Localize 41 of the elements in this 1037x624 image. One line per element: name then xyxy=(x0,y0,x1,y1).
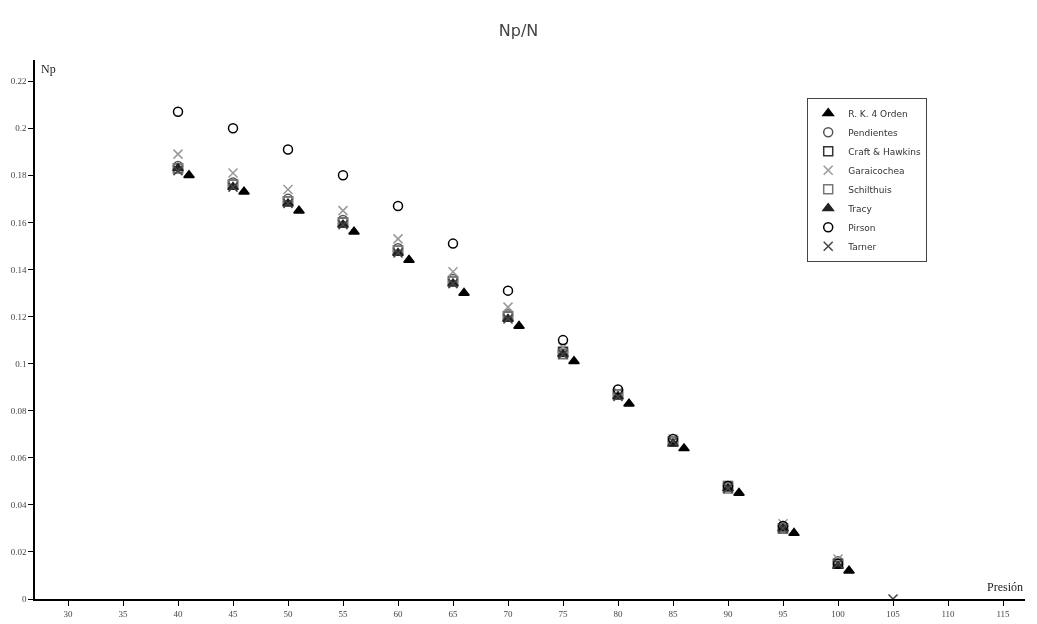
legend-label: Pendientes xyxy=(848,127,899,138)
legend-label: Tarner xyxy=(847,241,877,252)
legend-label: Pirson xyxy=(848,222,876,233)
x-tick-label: 105 xyxy=(886,608,901,619)
y-tick-label: 0.02 xyxy=(10,547,27,558)
x-tick-label: 35 xyxy=(118,608,128,619)
legend-label: Tracy xyxy=(847,203,873,214)
y-tick-label: 0.04 xyxy=(10,500,27,510)
chart-title: Np/N xyxy=(498,21,539,41)
y-axis-title: Np xyxy=(41,62,56,76)
x-tick-label: 30 xyxy=(63,608,73,619)
x-tick-label: 40 xyxy=(173,608,183,619)
x-tick-label: 85 xyxy=(668,608,678,619)
legend-label: R. K. 4 Orden xyxy=(848,108,908,119)
x-tick-label: 95 xyxy=(778,608,788,619)
y-tick-label: 0.14 xyxy=(10,264,27,275)
y-tick-label: 0.1 xyxy=(15,358,27,369)
x-tick-label: 45 xyxy=(228,608,238,619)
x-tick-label: 90 xyxy=(723,608,733,619)
x-tick-label: 55 xyxy=(338,608,348,619)
x-tick-label: 65 xyxy=(448,608,458,619)
y-tick-label: 0.06 xyxy=(10,452,27,463)
y-tick-label: 0.18 xyxy=(10,170,27,181)
legend-label: Schilthuis xyxy=(848,184,892,195)
legend-label: Garaicochea xyxy=(848,165,905,176)
y-tick-label: 0.22 xyxy=(10,76,27,87)
x-tick-label: 100 xyxy=(831,608,846,619)
x-axis-title: Presión xyxy=(987,580,1023,594)
y-tick-label: 0.08 xyxy=(10,405,27,416)
x-tick-label: 80 xyxy=(613,608,623,619)
x-tick-label: 50 xyxy=(283,608,293,619)
x-tick-label: 60 xyxy=(393,608,403,619)
y-tick-label: 0 xyxy=(21,594,27,605)
x-tick-label: 70 xyxy=(503,608,513,619)
y-tick-label: 0.2 xyxy=(15,123,27,134)
legend-label: Craft & Hawkins xyxy=(848,146,922,157)
x-tick-label: 75 xyxy=(558,608,568,619)
y-tick-label: 0.16 xyxy=(10,217,27,228)
x-tick-label: 115 xyxy=(996,608,1011,619)
x-tick-label: 110 xyxy=(941,608,956,619)
y-tick-label: 0.12 xyxy=(10,311,27,322)
